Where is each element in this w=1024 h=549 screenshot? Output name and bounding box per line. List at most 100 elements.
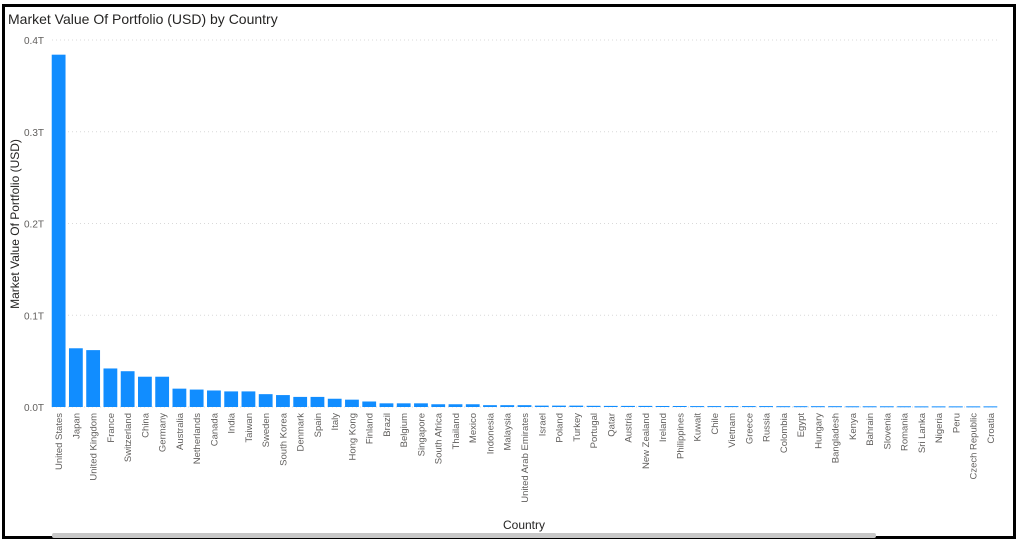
bar[interactable] xyxy=(552,405,566,407)
bar[interactable] xyxy=(534,405,549,407)
bar[interactable] xyxy=(586,405,601,407)
x-tick-label: Australia xyxy=(175,412,186,450)
x-tick-label: Egypt xyxy=(796,413,807,438)
x-tick-label: Brazil xyxy=(382,413,393,437)
x-tick-label: Indonesia xyxy=(485,412,496,454)
bar[interactable] xyxy=(931,406,946,408)
x-tick-label: Slovenia xyxy=(882,412,893,449)
x-tick-label: Croatia xyxy=(986,412,997,443)
bar[interactable] xyxy=(431,404,446,407)
bar[interactable] xyxy=(621,405,635,407)
bar[interactable] xyxy=(672,405,687,407)
x-tick-label: India xyxy=(227,412,238,433)
bar[interactable] xyxy=(879,406,894,408)
bar[interactable] xyxy=(845,406,860,408)
x-tick-label: Taiwan xyxy=(244,413,255,443)
bar[interactable] xyxy=(948,406,963,408)
bar[interactable] xyxy=(224,391,239,407)
bar[interactable] xyxy=(345,399,359,407)
bar[interactable] xyxy=(51,54,66,408)
bar[interactable] xyxy=(414,403,428,407)
x-tick-label: Ireland xyxy=(658,413,669,442)
bar[interactable] xyxy=(603,405,618,407)
bar[interactable] xyxy=(103,368,118,407)
x-tick-label: Colombia xyxy=(779,412,790,453)
bar[interactable] xyxy=(189,389,204,407)
bar[interactable] xyxy=(362,401,377,407)
bar[interactable] xyxy=(483,405,497,407)
bar[interactable] xyxy=(310,396,325,407)
bar[interactable] xyxy=(897,406,912,408)
bar[interactable] xyxy=(465,404,480,407)
x-tick-label: United Kingdom xyxy=(89,413,100,481)
x-tick-label: Austria xyxy=(624,412,635,442)
x-tick-label: Greece xyxy=(744,413,755,444)
x-tick-label: Sri Lanka xyxy=(917,412,928,453)
bar[interactable] xyxy=(379,403,394,407)
bar[interactable] xyxy=(396,403,411,407)
bar[interactable] xyxy=(517,405,532,407)
x-tick-label: South Africa xyxy=(434,412,445,464)
x-tick-label: Netherlands xyxy=(192,413,203,464)
y-tick-label: 0.0T xyxy=(24,403,44,414)
x-tick-label: Turkey xyxy=(572,413,583,442)
horizontal-scrollbar[interactable] xyxy=(52,533,876,538)
bar[interactable] xyxy=(68,348,83,407)
x-tick-label: Portugal xyxy=(589,413,600,448)
x-tick-label: Bangladesh xyxy=(831,413,842,463)
x-tick-label: United States xyxy=(54,413,65,470)
x-axis-ticks: United States Japan United Kingdom France Sw… xyxy=(54,412,997,502)
bar[interactable] xyxy=(914,406,929,408)
x-tick-label: Bahrain xyxy=(865,413,876,446)
bar[interactable] xyxy=(241,391,256,407)
x-tick-label: South Korea xyxy=(278,412,289,466)
x-tick-label: Japan xyxy=(71,413,82,439)
bar[interactable] xyxy=(862,406,877,408)
bar[interactable] xyxy=(293,396,308,407)
visual-frame xyxy=(2,4,1016,539)
x-tick-label: Philippines xyxy=(675,413,686,459)
bar[interactable] xyxy=(155,376,170,407)
bar[interactable] xyxy=(793,406,808,408)
x-tick-label: Denmark xyxy=(296,413,307,452)
y-axis-title: Market Value Of Portfolio (USD) xyxy=(8,139,22,309)
bar[interactable] xyxy=(500,405,515,407)
x-tick-label: Russia xyxy=(762,412,773,442)
y-tick-label: 0.2T xyxy=(24,220,44,231)
bar[interactable] xyxy=(759,406,773,408)
bar[interactable] xyxy=(172,388,187,407)
bar[interactable] xyxy=(983,406,998,408)
x-tick-label: China xyxy=(140,412,151,438)
x-tick-label: Spain xyxy=(313,413,324,437)
bar[interactable] xyxy=(655,405,670,407)
bar[interactable] xyxy=(120,371,135,407)
x-tick-label: Hungary xyxy=(813,413,824,449)
bar[interactable] xyxy=(810,406,825,408)
bar[interactable] xyxy=(828,406,842,408)
y-tick-label: 0.1T xyxy=(24,311,44,322)
bar[interactable] xyxy=(638,405,653,407)
bar[interactable] xyxy=(741,406,756,408)
x-tick-label: Thailand xyxy=(451,413,462,449)
bar[interactable] xyxy=(569,405,584,407)
y-tick-label: 0.4T xyxy=(24,36,44,47)
x-tick-label: Belgium xyxy=(399,413,410,447)
bar[interactable] xyxy=(327,398,342,407)
gridlines xyxy=(52,39,999,408)
bar[interactable] xyxy=(448,404,463,407)
x-tick-label: Finland xyxy=(365,413,376,444)
x-tick-label: Romania xyxy=(900,412,911,451)
x-tick-label: Sweden xyxy=(261,413,272,447)
bar[interactable] xyxy=(724,406,739,408)
bar[interactable] xyxy=(690,406,704,408)
bar[interactable] xyxy=(258,394,273,407)
bar[interactable] xyxy=(966,406,981,408)
bar[interactable] xyxy=(707,406,722,408)
bar[interactable] xyxy=(86,350,101,407)
bar[interactable] xyxy=(276,395,290,407)
x-tick-label: Kuwait xyxy=(693,413,704,442)
x-tick-label: United Arab Emirates xyxy=(520,413,531,503)
bar[interactable] xyxy=(207,390,221,407)
bar[interactable] xyxy=(137,376,152,407)
bar[interactable] xyxy=(776,406,791,408)
